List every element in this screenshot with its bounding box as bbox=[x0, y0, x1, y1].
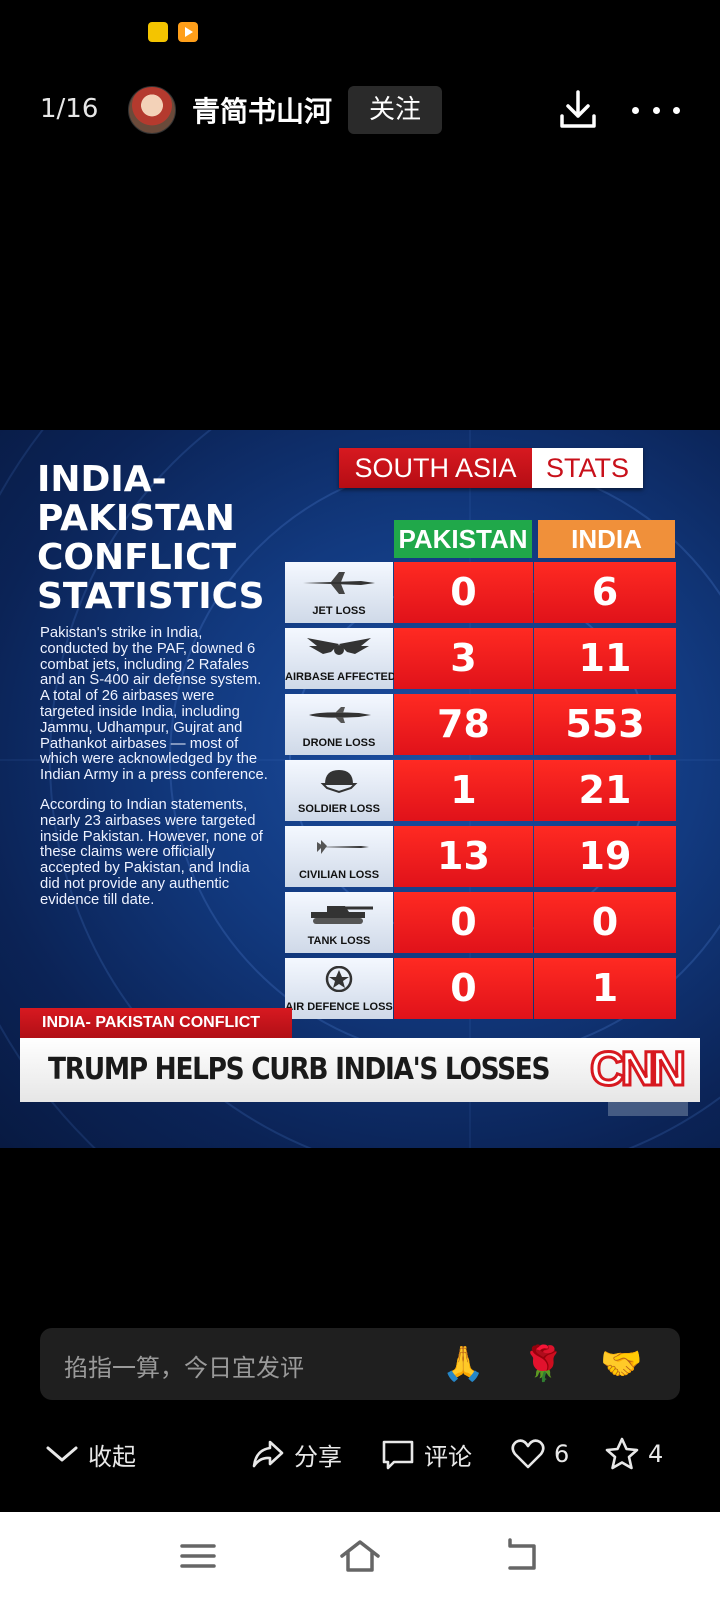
stat-label-cell: CIVILIAN LOSS bbox=[285, 826, 393, 887]
pakistan-value: 78 bbox=[394, 694, 533, 755]
like-count: 6 bbox=[554, 1440, 570, 1468]
india-value: 19 bbox=[534, 826, 676, 887]
stat-label-cell: SOLDIER LOSS bbox=[285, 760, 393, 821]
more-dot-icon bbox=[652, 106, 660, 114]
india-value: 11 bbox=[534, 628, 676, 689]
comment-input[interactable]: 掐指一算，今日宜发评 🙏 🌹 🤝 bbox=[40, 1328, 680, 1400]
menu-icon bbox=[180, 1544, 216, 1568]
stat-label-cell: AIR DEFENCE LOSS bbox=[285, 958, 393, 1019]
column-header-india: INDIA bbox=[538, 520, 675, 558]
more-dot-icon bbox=[673, 106, 680, 114]
video-app-notification-icon bbox=[178, 22, 198, 42]
comment-icon bbox=[382, 1440, 414, 1470]
back-button[interactable] bbox=[500, 1534, 544, 1578]
column-header-pakistan: PAKISTAN bbox=[394, 520, 532, 558]
stat-row-airbase-affected: AIRBASE AFFECTED 3 11 bbox=[285, 628, 676, 689]
cnn-logo: CNN bbox=[589, 1043, 688, 1096]
chevron-down-icon bbox=[46, 1446, 78, 1462]
share-icon bbox=[252, 1440, 284, 1468]
comment-label: 评论 bbox=[424, 1442, 472, 1471]
stat-label-cell: AIRBASE AFFECTED bbox=[285, 628, 396, 689]
india-value: 0 bbox=[534, 892, 676, 953]
infographic-description: Pakistan's strike in India, conducted by… bbox=[40, 625, 272, 923]
collapse-label: 收起 bbox=[88, 1442, 136, 1471]
post-image[interactable]: INDIA- PAKISTAN CONFLICT STATISTICS Paki… bbox=[0, 430, 720, 1148]
heart-icon bbox=[511, 1439, 545, 1469]
pakistan-value: 1 bbox=[394, 760, 533, 821]
tank-icon bbox=[311, 906, 373, 924]
page-counter: 1/16 bbox=[40, 94, 99, 124]
banner-left-text: SOUTH ASIA bbox=[339, 448, 532, 488]
like-button[interactable]: 6 bbox=[510, 1428, 569, 1480]
top-bar: 1/16 青简书山河 关注 bbox=[0, 80, 720, 140]
stat-label-cell: JET LOSS bbox=[285, 562, 393, 623]
author-name[interactable]: 青简书山河 bbox=[192, 95, 333, 128]
description-paragraph-1: Pakistan's strike in India, conducted by… bbox=[40, 625, 268, 784]
south-asia-stats-banner: SOUTH ASIA STATS bbox=[339, 448, 643, 488]
stat-name: SOLDIER LOSS bbox=[298, 803, 380, 815]
missile-icon bbox=[317, 840, 369, 854]
infographic-title: INDIA- PAKISTAN CONFLICT STATISTICS bbox=[37, 459, 265, 617]
stat-row-soldier-loss: SOLDIER LOSS 1 21 bbox=[285, 760, 676, 821]
pakistan-value: 3 bbox=[394, 628, 533, 689]
india-value: 1 bbox=[534, 958, 676, 1019]
stat-row-tank-loss: TANK LOSS 0 0 bbox=[285, 892, 676, 953]
share-button[interactable]: 分享 bbox=[250, 1428, 342, 1480]
stat-row-air-defence-loss: AIR DEFENCE LOSS 0 1 bbox=[285, 958, 676, 1019]
logo-shadow-strip bbox=[608, 1102, 688, 1116]
stat-label-cell: TANK LOSS bbox=[285, 892, 393, 953]
action-bar: 收起 分享 评论 6 4 bbox=[0, 1428, 720, 1480]
india-value: 553 bbox=[534, 694, 676, 755]
download-button[interactable] bbox=[556, 88, 600, 132]
air-force-wings-icon bbox=[307, 638, 371, 655]
india-value: 21 bbox=[534, 760, 676, 821]
fighter-jet-icon bbox=[303, 572, 375, 594]
more-options-button[interactable] bbox=[632, 88, 680, 132]
stat-name: AIRBASE AFFECTED bbox=[285, 671, 396, 683]
stat-row-civilian-loss: CIVILIAN LOSS 13 19 bbox=[285, 826, 676, 887]
comment-button[interactable]: 评论 bbox=[380, 1428, 472, 1480]
pakistan-value: 0 bbox=[394, 892, 533, 953]
news-ticker-label: INDIA- PAKISTAN CONFLICT bbox=[20, 1008, 292, 1038]
share-label: 分享 bbox=[294, 1442, 342, 1471]
stat-name: TANK LOSS bbox=[307, 935, 371, 947]
pray-emoji-button[interactable]: 🙏 bbox=[442, 1344, 485, 1384]
pakistan-value: 13 bbox=[394, 826, 533, 887]
headline-bar: TRUMP HELPS CURB INDIA'S LOSSES CNN bbox=[20, 1038, 700, 1102]
banner-right-text: STATS bbox=[545, 453, 629, 483]
stat-row-jet-loss: JET LOSS 0 6 bbox=[285, 562, 676, 623]
comment-placeholder: 掐指一算，今日宜发评 bbox=[64, 1354, 304, 1382]
star-icon bbox=[605, 1437, 639, 1470]
status-icons bbox=[148, 22, 198, 42]
description-paragraph-2: According to Indian statements, nearly 2… bbox=[40, 796, 263, 908]
pakistan-value: 0 bbox=[394, 562, 533, 623]
stat-name: JET LOSS bbox=[312, 605, 366, 617]
meituan-notification-icon bbox=[148, 22, 168, 42]
favorite-count: 4 bbox=[648, 1440, 664, 1468]
pakistan-value: 0 bbox=[394, 958, 533, 1019]
stat-name: CIVILIAN LOSS bbox=[298, 869, 380, 881]
home-button[interactable] bbox=[338, 1534, 382, 1578]
author-avatar[interactable] bbox=[128, 86, 176, 134]
home-icon bbox=[340, 1540, 380, 1572]
recent-apps-button[interactable] bbox=[176, 1534, 220, 1578]
favorite-button[interactable]: 4 bbox=[604, 1428, 663, 1480]
stat-row-drone-loss: DRONE LOSS 78 553 bbox=[285, 694, 676, 755]
download-icon bbox=[560, 90, 596, 128]
stat-name: DRONE LOSS bbox=[302, 737, 376, 749]
stat-name: AIR DEFENCE LOSS bbox=[285, 1001, 393, 1013]
more-dot-icon bbox=[632, 106, 639, 114]
air-defence-emblem-icon bbox=[325, 966, 353, 992]
soldier-helmet-icon bbox=[320, 770, 358, 794]
india-value: 6 bbox=[534, 562, 676, 623]
drone-icon bbox=[309, 707, 371, 723]
back-icon bbox=[508, 1538, 536, 1570]
rose-emoji-button[interactable]: 🌹 bbox=[522, 1344, 565, 1384]
system-navigation-bar bbox=[0, 1512, 720, 1600]
follow-button[interactable]: 关注 bbox=[348, 86, 442, 134]
headline-text: TRUMP HELPS CURB INDIA'S LOSSES bbox=[48, 1052, 551, 1087]
handshake-emoji-button[interactable]: 🤝 bbox=[600, 1344, 643, 1384]
collapse-button[interactable]: 收起 bbox=[44, 1428, 136, 1480]
stat-label-cell: DRONE LOSS bbox=[285, 694, 393, 755]
